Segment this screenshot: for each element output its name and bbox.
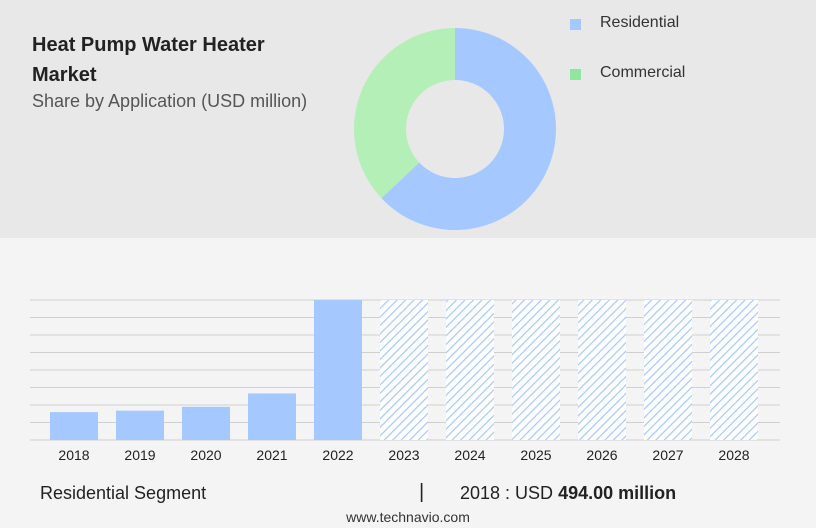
forecast-bar-2023 (380, 300, 428, 440)
segment-value-amount: 494.00 million (558, 483, 677, 503)
donut-slice-commercial (354, 28, 455, 199)
x-tick-label-2025: 2025 (520, 447, 551, 463)
donut-slice-residential (381, 28, 556, 230)
x-tick-label-2027: 2027 (652, 447, 683, 463)
bar-2019 (116, 410, 164, 440)
x-tick-label-2023: 2023 (388, 447, 419, 463)
donut-chart (354, 28, 556, 230)
x-tick-label-2028: 2028 (718, 447, 749, 463)
x-tick-label-2022: 2022 (322, 447, 353, 463)
x-tick-label-2018: 2018 (58, 447, 89, 463)
segment-value: 2018 : USD 494.00 million (460, 483, 676, 504)
bar-2020 (182, 406, 230, 440)
forecast-bar-2028 (710, 300, 758, 440)
source-url: www.technavio.com (346, 509, 470, 525)
bar-chart: 2018 2019 2020 2021 2022 2023 2024 2025 2026 2027… (30, 299, 780, 463)
forecast-bar-2025 (512, 300, 560, 440)
x-tick-label-2026: 2026 (586, 447, 617, 463)
bar-2021 (248, 393, 296, 440)
forecast-bar-2024 (446, 300, 494, 440)
legend-swatch-residential (570, 19, 581, 30)
legend-label-commercial: Commercial (600, 64, 686, 81)
segment-label: Residential Segment (40, 483, 207, 503)
x-tick-label-2020: 2020 (190, 447, 221, 463)
legend-label-residential: Residential (600, 14, 680, 31)
x-tick-label-2021: 2021 (256, 447, 287, 463)
x-tick-label-2024: 2024 (454, 447, 485, 463)
x-tick-label-2019: 2019 (124, 447, 155, 463)
bar-2018 (50, 412, 98, 440)
chart-subtitle: Share by Application (USD million) (32, 91, 308, 111)
bar-2022 (314, 300, 362, 440)
forecast-bar-2026 (578, 300, 626, 440)
footer-separator: | (419, 481, 425, 503)
chart-title: Heat Pump Water Heater Market (32, 34, 265, 86)
forecast-bar-2027 (644, 300, 692, 440)
legend-swatch-commercial (570, 69, 581, 80)
segment-value-prefix: 2018 : USD (460, 483, 554, 503)
